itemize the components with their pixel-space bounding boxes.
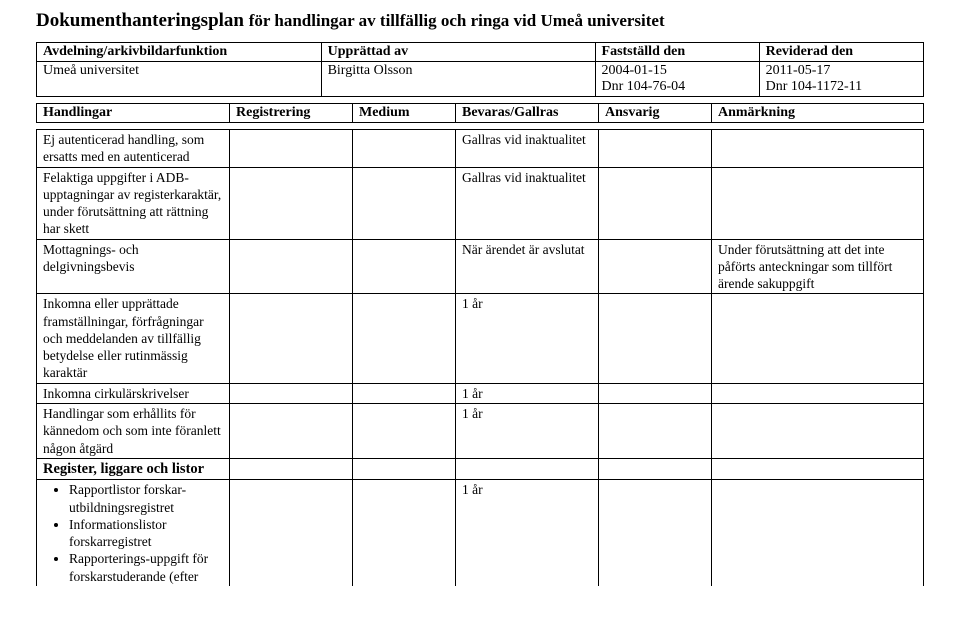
cell-anm bbox=[712, 167, 924, 239]
cell-med bbox=[353, 403, 456, 458]
cell-anm bbox=[712, 130, 924, 168]
cell-reg bbox=[230, 458, 353, 480]
cell-med bbox=[353, 458, 456, 480]
cell-ans bbox=[599, 480, 712, 586]
cell-reg bbox=[230, 130, 353, 168]
cell-reg bbox=[230, 167, 353, 239]
col-handlingar: Handlingar bbox=[37, 104, 230, 123]
body-table: Ej autenticerad handling, som ersatts me… bbox=[36, 129, 924, 586]
cell-anm bbox=[712, 403, 924, 458]
column-header-table: Handlingar Registrering Medium Bevaras/G… bbox=[36, 103, 924, 123]
list-item: Rapportlistor forskar-utbildningsregistr… bbox=[69, 481, 223, 516]
cell-ans bbox=[599, 294, 712, 383]
cell-desc: Register, liggare och listor bbox=[37, 458, 230, 480]
section-heading-register: Register, liggare och listor bbox=[43, 461, 204, 477]
cell-reg bbox=[230, 383, 353, 403]
meta-value-reviderad-2: Dnr 104-1172-11 bbox=[766, 79, 863, 94]
cell-bev: 1 år bbox=[456, 294, 599, 383]
cell-anm bbox=[712, 294, 924, 383]
cell-ans bbox=[599, 130, 712, 168]
col-bevaras: Bevaras/Gallras bbox=[456, 104, 599, 123]
meta-label-upprattad: Upprättad av bbox=[321, 43, 595, 62]
meta-value-avdelning: Umeå universitet bbox=[43, 63, 139, 78]
table-row: Register, liggare och listor bbox=[37, 458, 924, 480]
list-item: Informationslistor forskarregistret bbox=[69, 516, 223, 551]
cell-desc: Felaktiga uppgifter i ADB-upptagningar a… bbox=[37, 167, 230, 239]
col-anmarkning: Anmärkning bbox=[712, 104, 924, 123]
bullet-list: Rapportlistor forskar-utbildningsregistr… bbox=[43, 481, 223, 585]
cell-med bbox=[353, 383, 456, 403]
cell-anm bbox=[712, 458, 924, 480]
meta-value-reviderad-1: 2011-05-17 bbox=[766, 63, 831, 78]
cell-ans bbox=[599, 403, 712, 458]
cell-bev: Gallras vid inaktualitet bbox=[456, 167, 599, 239]
cell-desc: Inkomna eller upprättade framställningar… bbox=[37, 294, 230, 383]
table-row: Rapportlistor forskar-utbildningsregistr… bbox=[37, 480, 924, 586]
page: Dokumenthanteringsplan för handlingar av… bbox=[0, 0, 960, 625]
cell-reg bbox=[230, 403, 353, 458]
cell-ans bbox=[599, 167, 712, 239]
cell-bev: Gallras vid inaktualitet bbox=[456, 130, 599, 168]
cell-bev bbox=[456, 458, 599, 480]
cell-bev: 1 år bbox=[456, 480, 599, 586]
cell-med bbox=[353, 167, 456, 239]
cell-desc: Mottagnings- och delgivningsbevis bbox=[37, 239, 230, 294]
table-row: Handlingar som erhållits för kännedom oc… bbox=[37, 403, 924, 458]
title-sub: för handlingar av tillfällig och ringa v… bbox=[249, 11, 665, 30]
table-row: Inkomna eller upprättade framställningar… bbox=[37, 294, 924, 383]
cell-reg bbox=[230, 480, 353, 586]
meta-label-reviderad: Reviderad den bbox=[759, 43, 923, 62]
col-registrering: Registrering bbox=[230, 104, 353, 123]
cell-med bbox=[353, 130, 456, 168]
meta-table: Avdelning/arkivbildarfunktion Upprättad … bbox=[36, 42, 924, 97]
meta-value-faststalld-1: 2004-01-15 bbox=[602, 63, 667, 78]
table-row: Mottagnings- och delgivningsbevis När är… bbox=[37, 239, 924, 294]
cell-med bbox=[353, 294, 456, 383]
cell-bev: 1 år bbox=[456, 383, 599, 403]
cell-med bbox=[353, 239, 456, 294]
cell-reg bbox=[230, 239, 353, 294]
cell-ans bbox=[599, 458, 712, 480]
cell-ans bbox=[599, 383, 712, 403]
meta-label-faststalld: Fastställd den bbox=[595, 43, 759, 62]
cell-ans bbox=[599, 239, 712, 294]
table-row: Ej autenticerad handling, som ersatts me… bbox=[37, 130, 924, 168]
col-medium: Medium bbox=[353, 104, 456, 123]
list-item: Rapporterings-uppgift för forskarstudera… bbox=[69, 550, 223, 585]
meta-value-upprattad: Birgitta Olsson bbox=[328, 63, 413, 78]
cell-desc: Handlingar som erhållits för kännedom oc… bbox=[37, 403, 230, 458]
cell-desc: Rapportlistor forskar-utbildningsregistr… bbox=[37, 480, 230, 586]
table-row: Felaktiga uppgifter i ADB-upptagningar a… bbox=[37, 167, 924, 239]
meta-label-avdelning: Avdelning/arkivbildarfunktion bbox=[37, 43, 322, 62]
cell-bev: När ärendet är avslutat bbox=[456, 239, 599, 294]
title-main: Dokumenthanteringsplan bbox=[36, 10, 244, 31]
cell-anm bbox=[712, 480, 924, 586]
document-title: Dokumenthanteringsplan för handlingar av… bbox=[36, 10, 924, 32]
cell-anm bbox=[712, 383, 924, 403]
col-ansvarig: Ansvarig bbox=[599, 104, 712, 123]
cell-reg bbox=[230, 294, 353, 383]
cell-anm: Under förutsättning att det inte påförts… bbox=[712, 239, 924, 294]
cell-med bbox=[353, 480, 456, 586]
cell-desc: Inkomna cirkulärskrivelser bbox=[37, 383, 230, 403]
meta-value-faststalld-2: Dnr 104-76-04 bbox=[602, 79, 686, 94]
cell-desc: Ej autenticerad handling, som ersatts me… bbox=[37, 130, 230, 168]
cell-bev: 1 år bbox=[456, 403, 599, 458]
table-row: Inkomna cirkulärskrivelser 1 år bbox=[37, 383, 924, 403]
